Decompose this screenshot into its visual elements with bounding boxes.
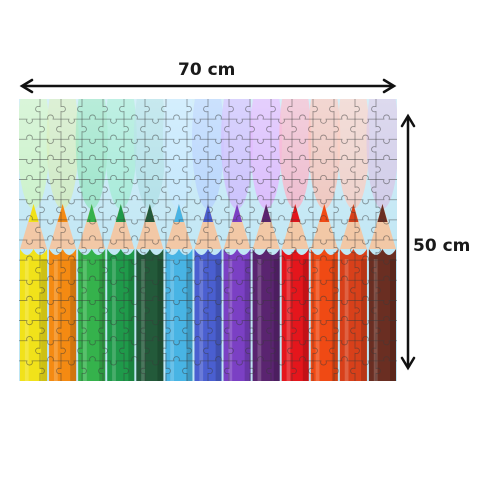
puzzle-seam: [161, 99, 171, 381]
pencil-scallop: [252, 249, 280, 259]
puzzle-seam: [350, 99, 360, 381]
puzzle-seam: [245, 99, 255, 381]
pencil-tip: [115, 204, 126, 222]
pencil-shade: [360, 259, 367, 381]
pencil-scallop: [339, 249, 367, 259]
pencil-tip: [348, 204, 359, 222]
pencil-tip: [28, 204, 39, 222]
pencil-highlight: [83, 259, 87, 381]
puzzle-seam: [266, 99, 276, 381]
pencil-highlight: [228, 259, 233, 381]
puzzle-seam: [140, 99, 150, 381]
pencil-highlight: [112, 259, 116, 381]
puzzle-seam: [203, 99, 213, 381]
pencil-scallop: [281, 249, 309, 259]
pencil-wood: [281, 204, 309, 249]
pencil-shade: [331, 259, 338, 381]
pencil-shade: [215, 259, 222, 381]
pencil-scallop: [78, 249, 106, 259]
pencil-shade: [99, 259, 106, 381]
pencil-shade: [157, 259, 164, 381]
pencil-highlight: [257, 259, 262, 381]
pencil-wood: [310, 204, 338, 249]
height-dimension-label: 50 cm: [413, 236, 471, 256]
pencil-tip: [57, 204, 68, 222]
puzzle-image: [19, 99, 397, 381]
pencil-tip: [144, 204, 155, 222]
pencil-wood: [78, 204, 106, 249]
pencil-tip: [261, 204, 272, 222]
puzzle-seam: [98, 99, 108, 381]
pencil-tip: [173, 204, 184, 222]
pencil-wood: [223, 204, 251, 249]
puzzle-seam: [308, 99, 318, 381]
pencil-scallop: [223, 249, 251, 259]
pencil-tip: [319, 204, 330, 222]
pencil-scallop: [107, 249, 135, 259]
width-dimension-label: 70 cm: [178, 60, 236, 80]
pencil-shade: [244, 259, 251, 381]
pencil-wood: [165, 204, 193, 249]
pencil-shade: [273, 259, 280, 381]
pencil-wood: [252, 204, 280, 249]
pencil-tip: [232, 204, 243, 222]
pencil-wood: [49, 204, 77, 249]
pencil-highlight: [315, 259, 320, 381]
pencil-highlight: [141, 259, 145, 381]
pencil-wood: [107, 204, 135, 249]
pencil-shade: [302, 259, 309, 381]
puzzle-seam: [56, 99, 66, 381]
pencil-shade: [390, 259, 396, 381]
puzzle-seam: [77, 99, 87, 381]
pencil-scallop: [310, 249, 338, 259]
pencil-highlight: [286, 259, 291, 381]
pencil-highlight: [24, 259, 29, 381]
puzzle-seam: [182, 99, 192, 381]
pencil-scallop: [165, 249, 193, 259]
pencil-shade: [186, 259, 193, 381]
puzzle-seam: [371, 99, 381, 381]
pencil-highlight: [53, 259, 58, 381]
pencil-highlight: [170, 259, 175, 381]
pencil-tip: [377, 204, 388, 222]
puzzle-seam: [224, 99, 234, 381]
pencil-tip: [86, 204, 97, 222]
puzzle-seam: [329, 99, 339, 381]
pencil-shade: [70, 259, 77, 381]
width-arrow: [19, 78, 397, 94]
pencil-shade: [41, 259, 48, 381]
pencil-highlight: [199, 259, 204, 381]
pencil-shade: [128, 259, 135, 381]
pencil-wood: [136, 204, 164, 249]
pencil-wood: [339, 204, 367, 249]
puzzle-seam: [35, 99, 45, 381]
puzzle-seam: [287, 99, 297, 381]
pencil-tip: [290, 204, 301, 222]
puzzle-seam: [119, 99, 129, 381]
puzzle-piece-grid: [19, 99, 397, 381]
pencil-highlight: [344, 259, 349, 381]
